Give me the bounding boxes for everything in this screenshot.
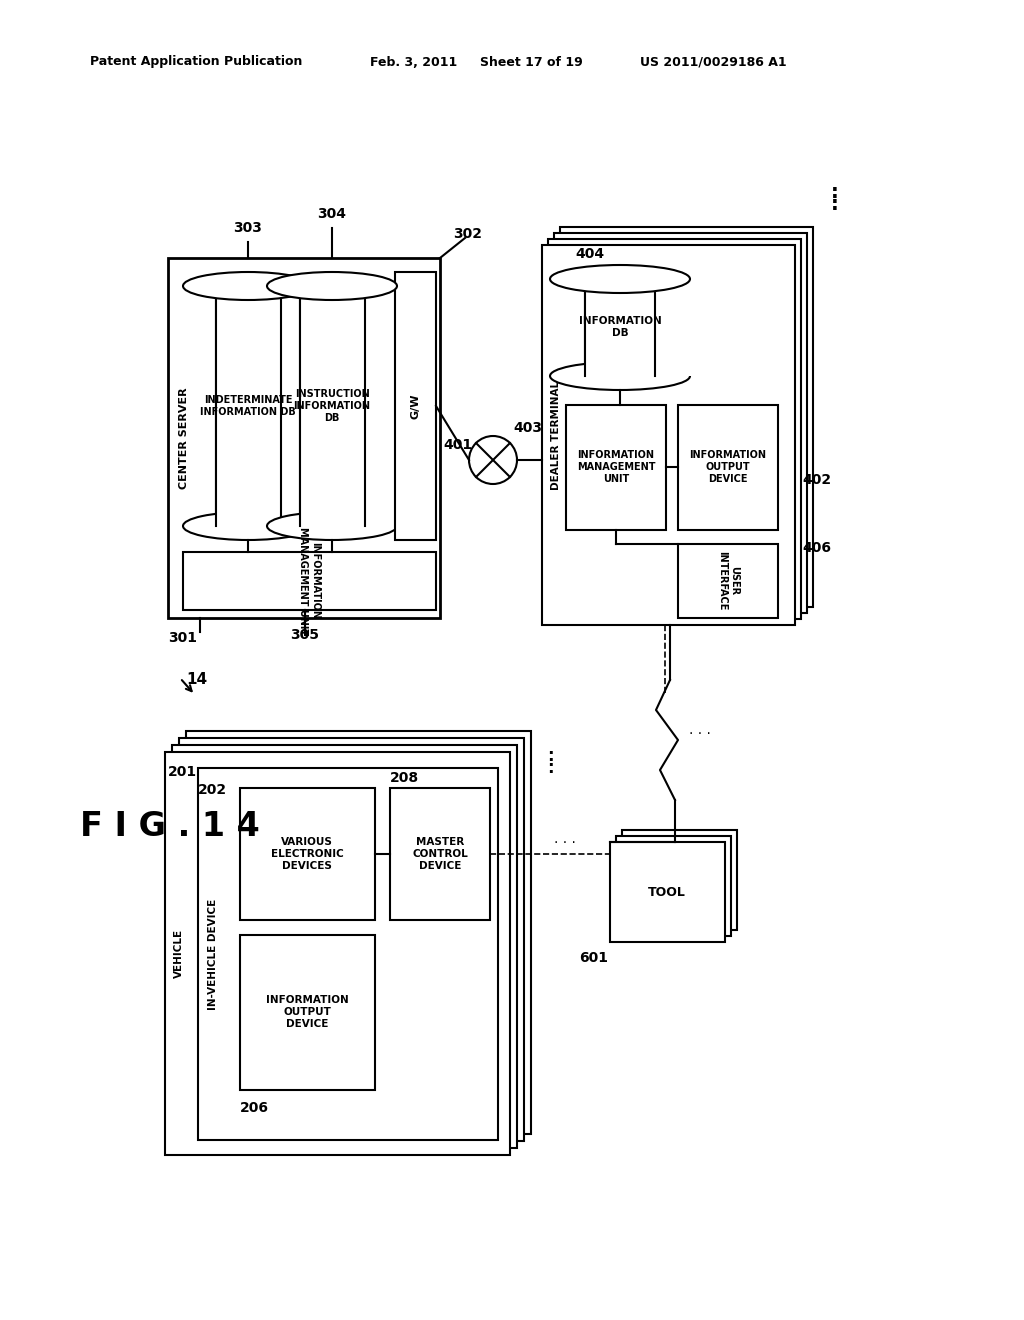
Text: MASTER
CONTROL
DEVICE: MASTER CONTROL DEVICE (412, 837, 468, 871)
Bar (678, 544, 778, 618)
Text: US 2011/0029186 A1: US 2011/0029186 A1 (640, 55, 786, 69)
Text: F I G . 1 4: F I G . 1 4 (80, 809, 260, 842)
Text: INFORMATION
OUTPUT
DEVICE: INFORMATION OUTPUT DEVICE (265, 995, 348, 1028)
Text: IN-VEHICLE DEVICE: IN-VEHICLE DEVICE (208, 899, 218, 1010)
Text: INDETERMINATE
INFORMATION DB: INDETERMINATE INFORMATION DB (200, 395, 296, 417)
Text: 305: 305 (291, 628, 319, 642)
Text: 304: 304 (317, 207, 346, 220)
Bar (198, 768, 498, 1140)
Bar (395, 272, 436, 540)
Text: Patent Application Publication: Patent Application Publication (90, 55, 302, 69)
Text: . . .: . . . (689, 723, 711, 737)
Bar (616, 836, 731, 936)
Text: INFORMATION
MANAGEMENT
UNIT: INFORMATION MANAGEMENT UNIT (577, 450, 655, 483)
Text: Sheet 17 of 19: Sheet 17 of 19 (480, 55, 583, 69)
Bar (172, 744, 517, 1148)
Bar (240, 935, 375, 1090)
Bar (186, 731, 531, 1134)
Text: 404: 404 (575, 247, 604, 261)
Text: 601: 601 (579, 950, 608, 965)
Bar (299, 286, 429, 525)
Text: 403: 403 (513, 421, 542, 436)
Text: 302: 302 (454, 227, 482, 242)
Bar (610, 842, 725, 942)
Text: 402: 402 (802, 473, 831, 487)
Text: G/W: G/W (410, 393, 420, 418)
Text: 303: 303 (233, 220, 262, 235)
Bar (566, 405, 666, 531)
Text: INSTRUCTION
INFORMATION
DB: INSTRUCTION INFORMATION DB (294, 389, 371, 422)
Bar (215, 286, 345, 525)
Text: 208: 208 (390, 771, 419, 785)
Text: VEHICLE: VEHICLE (174, 928, 184, 978)
Text: INFORMATION
MANAGEMENT UNIT: INFORMATION MANAGEMENT UNIT (298, 527, 319, 635)
Text: 206: 206 (240, 1101, 269, 1115)
Text: :: : (831, 182, 839, 202)
Bar (168, 257, 440, 618)
Text: 406: 406 (802, 541, 831, 554)
Text: CENTER SERVER: CENTER SERVER (179, 387, 189, 488)
Bar (622, 830, 737, 931)
Text: USER
INTERFACE: USER INTERFACE (717, 552, 738, 611)
Ellipse shape (183, 512, 313, 540)
Text: INFORMATION
OUTPUT
DEVICE: INFORMATION OUTPUT DEVICE (689, 450, 767, 483)
Ellipse shape (550, 265, 690, 293)
Text: 201: 201 (168, 766, 198, 779)
Text: TOOL: TOOL (648, 886, 686, 899)
Text: 14: 14 (186, 672, 207, 688)
Bar (548, 239, 801, 619)
Bar (183, 552, 436, 610)
Text: :: : (547, 759, 553, 777)
Ellipse shape (550, 362, 690, 389)
Text: 202: 202 (198, 783, 227, 797)
Text: :: : (547, 747, 553, 766)
Bar (165, 752, 510, 1155)
Text: . . .: . . . (554, 832, 575, 846)
Bar (560, 227, 813, 607)
Text: VARIOUS
ELECTRONIC
DEVICES: VARIOUS ELECTRONIC DEVICES (270, 837, 343, 871)
Bar (179, 738, 524, 1140)
Ellipse shape (267, 272, 397, 300)
Ellipse shape (183, 272, 313, 300)
Bar (240, 788, 375, 920)
Bar (390, 788, 490, 920)
Text: :: : (831, 194, 839, 214)
Bar (554, 234, 807, 612)
Bar (678, 405, 778, 531)
Text: Feb. 3, 2011: Feb. 3, 2011 (370, 55, 458, 69)
Bar (585, 279, 725, 376)
Ellipse shape (267, 512, 397, 540)
Bar (542, 246, 795, 624)
Text: DEALER TERMINAL: DEALER TERMINAL (551, 380, 561, 490)
Text: INFORMATION
DB: INFORMATION DB (579, 317, 662, 338)
Text: 401: 401 (442, 438, 472, 451)
Text: 301: 301 (168, 631, 197, 645)
